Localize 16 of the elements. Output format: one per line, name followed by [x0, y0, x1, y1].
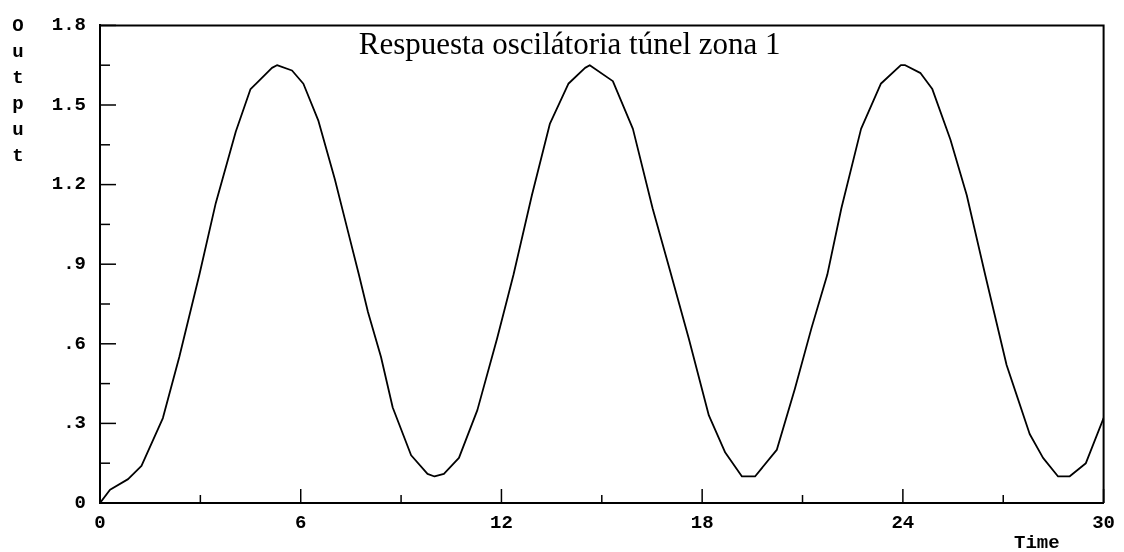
y-tick-label: .3 [63, 412, 86, 435]
y-tick-label: .9 [63, 252, 86, 275]
x-tick-label: 12 [490, 512, 513, 535]
x-tick-label: 30 [1092, 512, 1115, 535]
y-axis-title: Output [7, 15, 29, 171]
y-tick-label: 1.8 [51, 14, 86, 37]
chart-title: Respuesta oscilátoria túnel zona 1 [358, 25, 781, 61]
x-tick-label: 18 [690, 512, 714, 535]
x-tick-label: 0 [94, 512, 106, 535]
y-tick-label: .6 [63, 332, 86, 355]
x-axis-title: Time [1013, 531, 1060, 552]
y-tick-label: 1.2 [51, 173, 86, 196]
x-tick-label: 24 [891, 512, 915, 535]
y-tick-label: 0 [74, 491, 86, 514]
y-tick-label: 1.5 [51, 93, 86, 116]
x-tick-label: 6 [295, 512, 307, 535]
